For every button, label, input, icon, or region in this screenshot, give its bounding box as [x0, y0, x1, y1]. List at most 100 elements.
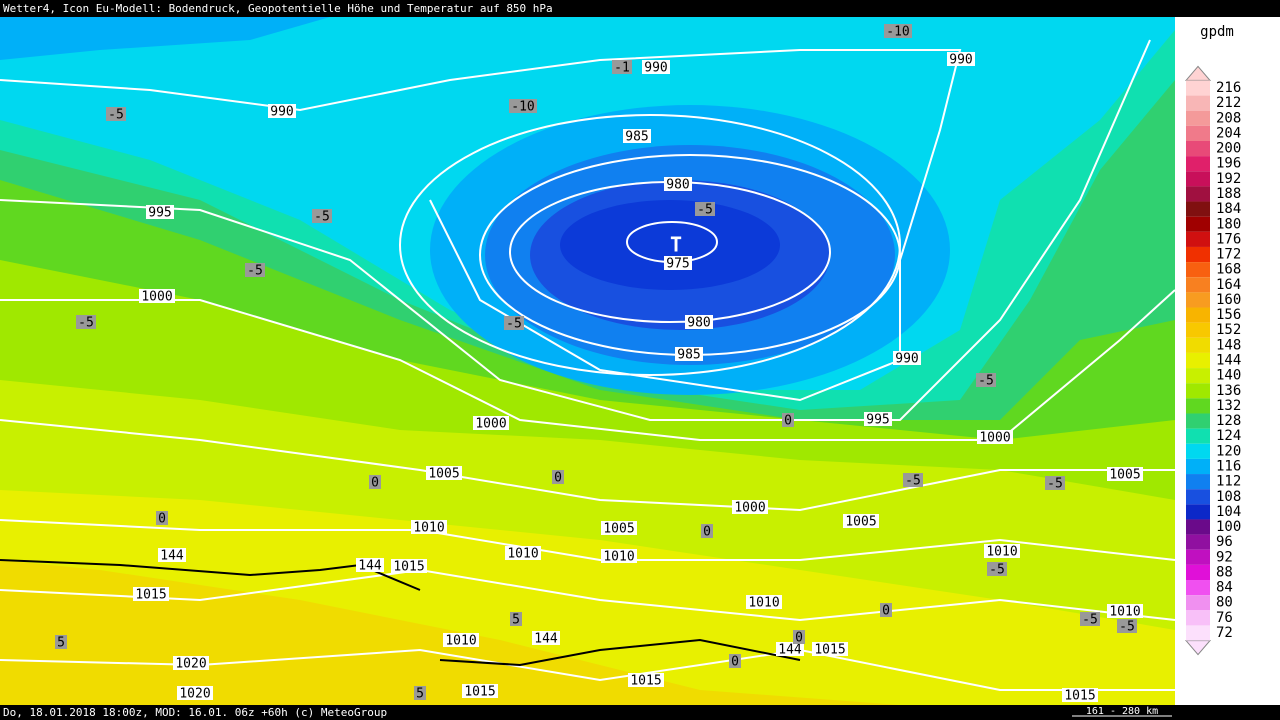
legend-label: 96: [1216, 534, 1233, 550]
isobar-label: 995: [148, 206, 171, 221]
height-label: 144: [160, 549, 184, 564]
legend-label: 72: [1216, 625, 1233, 641]
isobar-label: 1005: [428, 467, 459, 482]
isobar-label-box: [864, 412, 892, 426]
legend-swatch: [1186, 504, 1210, 520]
isobar-label: 985: [677, 348, 700, 363]
temperature-label: -5: [506, 317, 522, 332]
isobar-label: 1000: [979, 431, 1010, 446]
band-116-west: [0, 17, 330, 60]
legend-label: 112: [1216, 474, 1241, 490]
legend: 2162122082042001961921881841801761721681…: [1184, 65, 1241, 656]
legend-swatch: [1186, 307, 1210, 323]
isobar-label-box: [628, 673, 664, 687]
isobar-label-box: [146, 205, 174, 219]
legend-label: 88: [1216, 564, 1233, 580]
isobar-label-box: [893, 351, 921, 365]
footer-info: Do, 18.01.2018 18:00z, MOD: 16.01. 06z +…: [3, 706, 387, 719]
temperature-label: -5: [314, 210, 330, 225]
isobar-label-box: [812, 642, 848, 656]
legend-label: 140: [1216, 368, 1241, 384]
isobar-label-box: [601, 521, 637, 535]
isobar-label-box: [664, 256, 692, 270]
legend-swatch: [1186, 413, 1210, 429]
temperature-label-box: [1045, 476, 1065, 490]
isobar-label: 990: [644, 61, 667, 76]
legend-label: 104: [1216, 504, 1241, 520]
legend-swatch: [1186, 262, 1210, 278]
scale-label: 161 - 280 km: [1086, 706, 1158, 717]
legend-swatch: [1186, 231, 1210, 247]
height-label: 144: [778, 643, 802, 658]
isobar-label-box: [505, 546, 541, 560]
isobar-label: 1010: [445, 634, 476, 649]
isobar: [0, 39, 1151, 421]
isobar: [0, 519, 1176, 561]
legend-swatch: [1186, 474, 1210, 490]
height-label: 144: [534, 632, 558, 647]
isobar-label-box: [139, 289, 175, 303]
legend-swatch: [1186, 80, 1210, 96]
legend-label: 108: [1216, 489, 1241, 505]
temperature-label-box: [1117, 619, 1137, 633]
legend-label: 156: [1216, 307, 1241, 323]
legend-swatch: [1186, 277, 1210, 293]
legend-label: 148: [1216, 337, 1241, 353]
band-104: [560, 200, 780, 290]
legend-swatch: [1186, 292, 1210, 308]
temperature-label-box: [76, 315, 96, 329]
map: T 990 990 990 985 980 975 980 985 990 995 1000 1000…: [0, 17, 1176, 705]
temperature-label: 0: [795, 631, 803, 646]
isobar-label: 1005: [845, 515, 876, 530]
legend-swatch: [1186, 580, 1210, 596]
temperature-label-box: [245, 263, 265, 277]
temperature-label-box: [612, 60, 632, 74]
isobar-label-box: [268, 104, 296, 118]
legend-label: 128: [1216, 413, 1241, 429]
isobar-label: 1020: [175, 657, 206, 672]
isobars: [0, 39, 1176, 691]
temperature-label-box: [1080, 612, 1100, 626]
temperature-label: 5: [512, 613, 520, 628]
temperature-label-box: [414, 686, 426, 700]
legend-swatch: [1186, 216, 1210, 232]
isobar-label: 1010: [986, 545, 1017, 560]
isobar-label-box: [623, 129, 651, 143]
header-title: Wetter4, Icon Eu-Modell: Bodendruck, Geo…: [3, 2, 553, 15]
temperature-label-box: [156, 511, 168, 525]
isobar-label-box: [664, 177, 692, 191]
temperature-label: 0: [703, 525, 711, 540]
legend-label: 176: [1216, 231, 1241, 247]
temperature-label-box: [793, 630, 805, 644]
temperature-label: -10: [511, 100, 534, 115]
temperature-label: -1: [614, 61, 630, 76]
legend-swatch: [1186, 156, 1210, 172]
legend-swatch: [1186, 398, 1210, 414]
legend-label: 196: [1216, 156, 1241, 172]
legend-label: 204: [1216, 125, 1241, 141]
isobar-label-box: [642, 60, 670, 74]
temperature-label: 0: [158, 512, 166, 527]
temperature-label-box: [552, 470, 564, 484]
temperature-label-box: [509, 99, 537, 113]
legend-swatch: [1186, 610, 1210, 626]
legend-label: 132: [1216, 398, 1241, 414]
temperature-label-box: [701, 524, 713, 538]
legend-swatch: [1186, 489, 1210, 505]
legend-label: 168: [1216, 262, 1241, 278]
isobar-label-box: [462, 684, 498, 698]
temperature-label-box: [510, 612, 522, 626]
temperature-label-box: [729, 654, 741, 668]
legend-label: 124: [1216, 428, 1241, 444]
isobar-label-box: [173, 656, 209, 670]
isobar-label: 1015: [464, 685, 495, 700]
isobar-label-box: [1062, 688, 1098, 702]
isobar-label-box: [675, 347, 703, 361]
isobar-label-box: [177, 686, 213, 700]
temperature-label: -5: [1119, 620, 1135, 635]
legend-swatch: [1186, 625, 1210, 641]
isobar-label: 1010: [413, 521, 444, 536]
legend-swatch: [1186, 322, 1210, 338]
temperature-label: -5: [989, 563, 1005, 578]
temperature-label: -5: [978, 374, 994, 389]
